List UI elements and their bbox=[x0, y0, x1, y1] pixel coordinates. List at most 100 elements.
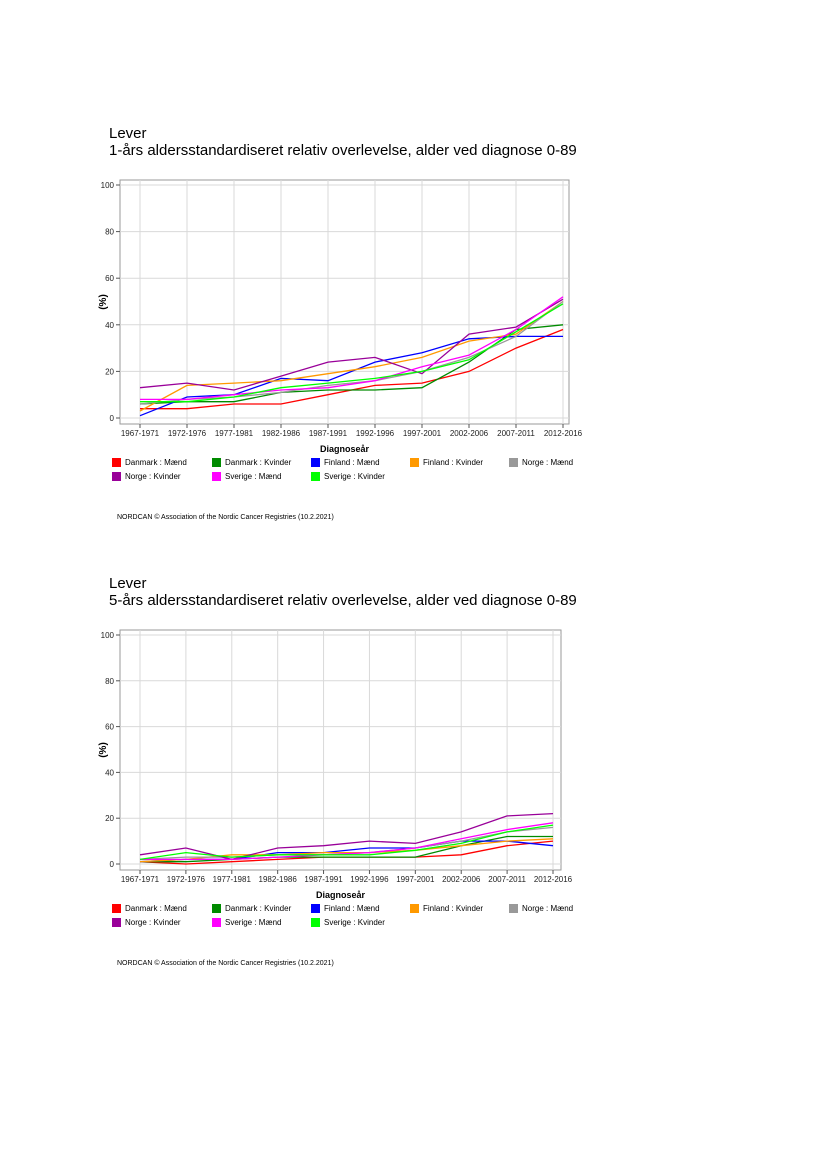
series-line bbox=[139, 300, 564, 412]
legend-item: Sverige : Kvinder bbox=[311, 472, 385, 481]
legend-item: Sverige : Mænd bbox=[212, 918, 281, 927]
chart-2-heading: Lever bbox=[109, 575, 147, 592]
legend-item: Finland : Kvinder bbox=[410, 458, 483, 467]
legend-label: Norge : Mænd bbox=[522, 904, 574, 913]
legend-swatch bbox=[311, 472, 320, 481]
legend-item: Danmark : Kvinder bbox=[212, 904, 291, 913]
chart-2-plot: 0 20 40 60 80 100 1967-1971 1972-1976 1977-1981 1… bbox=[98, 629, 573, 900]
x-tick-label: 1987-1991 bbox=[304, 875, 343, 884]
legend-label: Finland : Mænd bbox=[324, 904, 380, 913]
series-line bbox=[139, 824, 554, 861]
chart-1-footer: NORDCAN © Association of the Nordic Canc… bbox=[117, 514, 334, 521]
legend-swatch bbox=[509, 904, 518, 913]
legend-label: Danmark : Kvinder bbox=[225, 904, 292, 913]
legend-label: Norge : Kvinder bbox=[125, 918, 181, 927]
legend-item: Norge : Mænd bbox=[509, 458, 573, 467]
y-axis-label: (%) bbox=[98, 294, 109, 310]
chart-1-plot: 0 20 40 60 80 100 1967-1971 1972-1976 1977-1981 1… bbox=[98, 179, 583, 454]
y-tick-label: 20 bbox=[105, 367, 114, 376]
x-tick-label: 2002-2006 bbox=[442, 875, 481, 884]
x-tick-label: 1997-2001 bbox=[403, 429, 442, 438]
chart-2-legend: Danmark : Mænd Danmark : Kvinder Finland :… bbox=[112, 904, 632, 934]
legend-swatch bbox=[212, 904, 221, 913]
legend-swatch bbox=[311, 904, 320, 913]
legend-swatch bbox=[212, 918, 221, 927]
legend-swatch bbox=[212, 472, 221, 481]
legend-item: Sverige : Kvinder bbox=[311, 918, 385, 927]
x-tick-label: 1972-1976 bbox=[167, 875, 206, 884]
legend-label: Sverige : Kvinder bbox=[324, 472, 385, 481]
series-line bbox=[140, 822, 554, 861]
y-axis-label: (%) bbox=[98, 742, 109, 758]
legend-label: Norge : Kvinder bbox=[125, 472, 181, 481]
legend-label: Sverige : Mænd bbox=[225, 472, 282, 481]
y-tick-label: 80 bbox=[105, 677, 114, 686]
legend-label: Sverige : Mænd bbox=[225, 918, 282, 927]
chart-1-subtitle: 1-års aldersstandardiseret relativ overl… bbox=[109, 142, 577, 159]
legend-item: Finland : Mænd bbox=[311, 458, 380, 467]
legend-swatch bbox=[112, 458, 121, 467]
legend-swatch bbox=[311, 918, 320, 927]
y-tick-label: 60 bbox=[105, 274, 114, 283]
x-tick-label: 1992-1996 bbox=[350, 875, 389, 884]
x-tick-label: 2007-2011 bbox=[488, 875, 526, 884]
x-tick-label: 1977-1981 bbox=[215, 429, 254, 438]
legend-item: Norge : Kvinder bbox=[112, 472, 181, 481]
series-line bbox=[140, 303, 564, 403]
x-tick-label: 1982-1986 bbox=[262, 429, 301, 438]
x-tick-label: 2012-2016 bbox=[534, 875, 573, 884]
y-tick-label: 100 bbox=[101, 181, 115, 190]
x-tick-label: 2007-2011 bbox=[497, 429, 535, 438]
legend-item: Finland : Kvinder bbox=[410, 904, 483, 913]
chart-1-legend: Danmark : Mænd Danmark : Kvinder Finland :… bbox=[112, 458, 632, 488]
legend-label: Finland : Kvinder bbox=[423, 904, 484, 913]
series-line bbox=[139, 812, 554, 861]
series-line bbox=[140, 296, 564, 401]
chart-2-subtitle: 5-års aldersstandardiseret relativ overl… bbox=[109, 592, 577, 609]
y-tick-label: 60 bbox=[105, 723, 114, 732]
x-tick-label: 1992-1996 bbox=[356, 429, 395, 438]
x-tick-label: 1967-1971 bbox=[121, 429, 160, 438]
legend-label: Norge : Mænd bbox=[522, 458, 574, 467]
plot-frame bbox=[119, 629, 562, 871]
x-tick-label: 1967-1971 bbox=[121, 875, 160, 884]
legend-item: Danmark : Mænd bbox=[112, 458, 187, 467]
legend-swatch bbox=[311, 458, 320, 467]
legend-item: Danmark : Mænd bbox=[112, 904, 187, 913]
legend-item: Sverige : Mænd bbox=[212, 472, 281, 481]
y-tick-label: 40 bbox=[105, 768, 114, 777]
legend-swatch bbox=[509, 458, 518, 467]
legend-item: Danmark : Kvinder bbox=[212, 458, 291, 467]
legend-swatch bbox=[112, 918, 121, 927]
legend-label: Danmark : Mænd bbox=[125, 904, 187, 913]
x-tick-label: 1977-1981 bbox=[213, 875, 252, 884]
y-tick-label: 0 bbox=[110, 860, 115, 869]
y-tick-label: 80 bbox=[105, 228, 114, 237]
y-tick-label: 40 bbox=[105, 321, 114, 330]
legend-label: Danmark : Kvinder bbox=[225, 458, 292, 467]
x-tick-label: 2012-2016 bbox=[544, 429, 583, 438]
chart-1-heading: Lever bbox=[109, 125, 147, 142]
x-axis-label: Diagnoseår bbox=[320, 444, 370, 454]
chart-2-footer: NORDCAN © Association of the Nordic Canc… bbox=[117, 960, 334, 967]
legend-item: Finland : Mænd bbox=[311, 904, 380, 913]
x-tick-label: 1982-1986 bbox=[259, 875, 298, 884]
legend-item: Norge : Mænd bbox=[509, 904, 573, 913]
legend-label: Finland : Mænd bbox=[324, 458, 380, 467]
y-tick-label: 0 bbox=[110, 414, 115, 423]
x-tick-label: 1972-1976 bbox=[168, 429, 207, 438]
legend-swatch bbox=[112, 904, 121, 913]
legend-label: Sverige : Kvinder bbox=[324, 918, 385, 927]
y-tick-label: 100 bbox=[101, 631, 115, 640]
legend-swatch bbox=[112, 472, 121, 481]
x-tick-label: 1987-1991 bbox=[309, 429, 348, 438]
x-axis-label: Diagnoseår bbox=[316, 890, 366, 900]
legend-label: Danmark : Mænd bbox=[125, 458, 187, 467]
y-tick-label: 20 bbox=[105, 814, 114, 823]
legend-swatch bbox=[410, 458, 419, 467]
series-line bbox=[139, 300, 564, 405]
legend-label: Finland : Kvinder bbox=[423, 458, 484, 467]
legend-swatch bbox=[212, 458, 221, 467]
x-tick-label: 2002-2006 bbox=[450, 429, 489, 438]
legend-item: Norge : Kvinder bbox=[112, 918, 181, 927]
